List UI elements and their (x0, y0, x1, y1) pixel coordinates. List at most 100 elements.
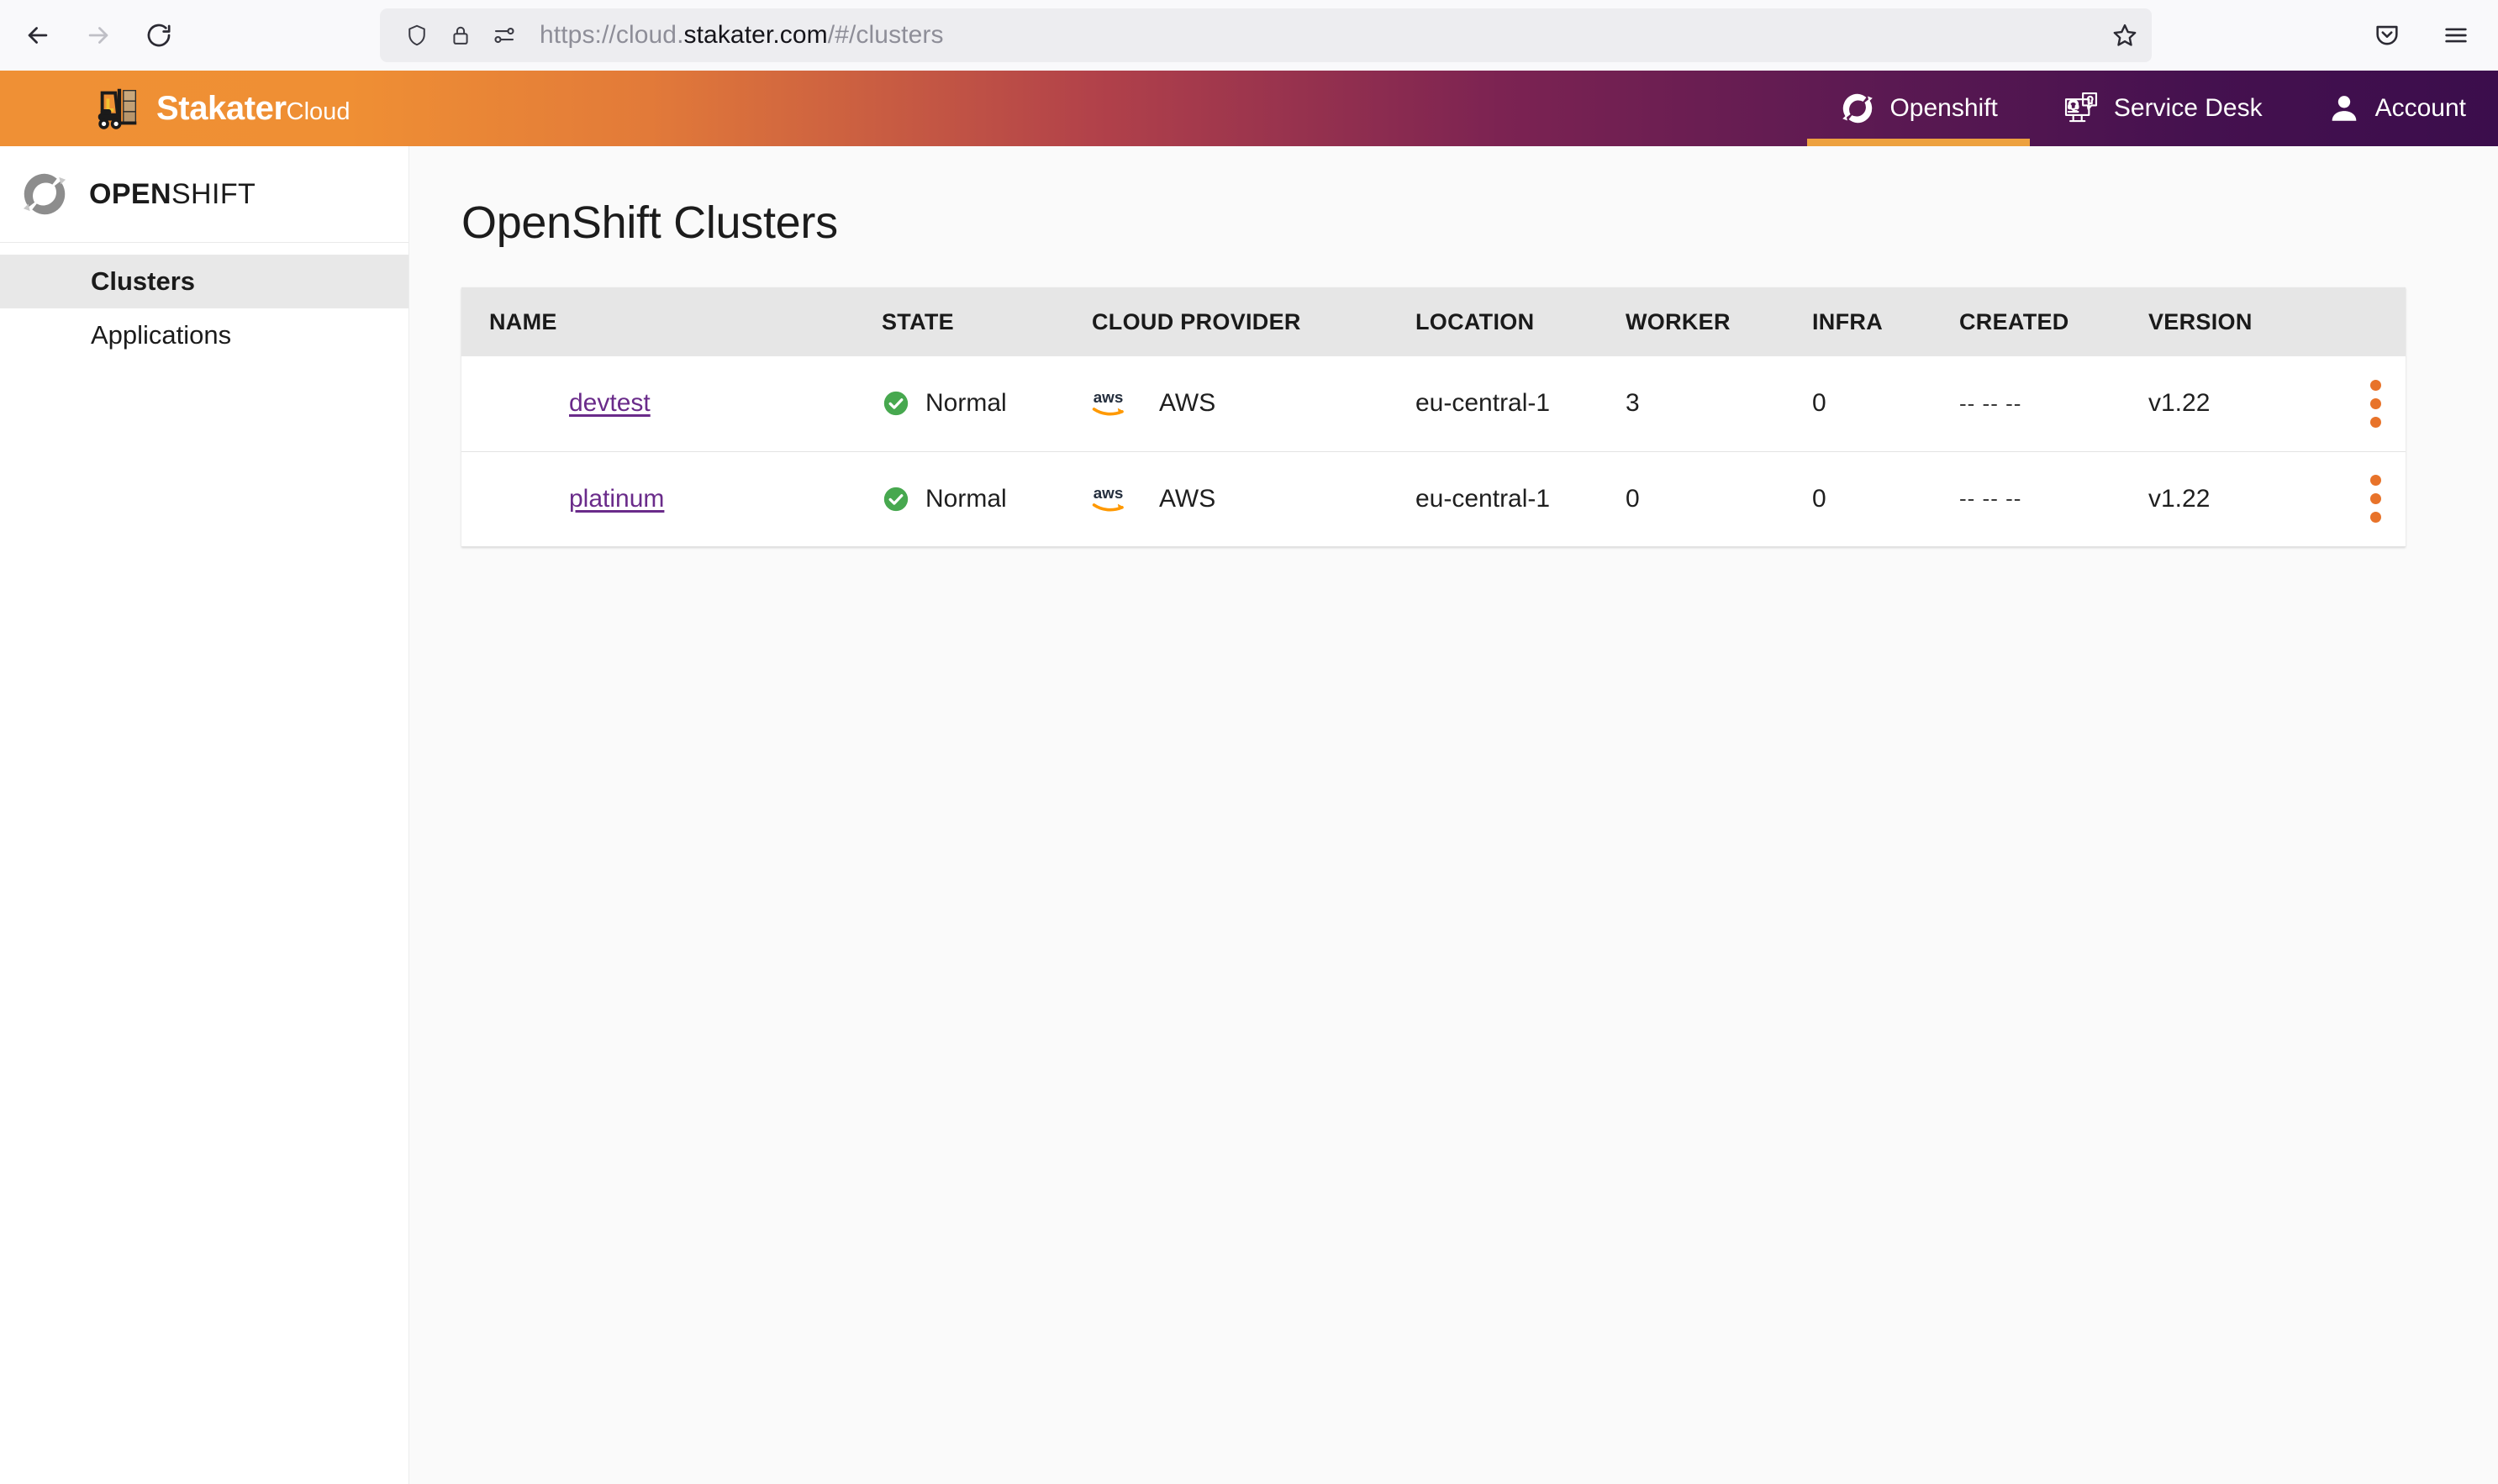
cell-provider: aws AWS (1092, 451, 1415, 546)
sidebar-item-label: Applications (91, 320, 232, 350)
url-suffix: /#/clusters (827, 21, 944, 49)
clusters-table: NAME STATE CLOUD PROVIDER LOCATION WORKE… (461, 287, 2406, 547)
cell-worker: 3 (1626, 389, 1640, 418)
brand-sub: Cloud (286, 98, 350, 125)
cell-state: Normal (882, 451, 1092, 546)
cell-worker: 0 (1626, 484, 1640, 513)
column-header-state[interactable]: STATE (882, 308, 954, 334)
brand-logo[interactable]: StakaterCloud (0, 82, 350, 134)
browser-menu-button[interactable] (2429, 8, 2483, 62)
page-title: OpenShift Clusters (461, 197, 838, 248)
lock-icon[interactable] (439, 13, 482, 57)
account-person-icon (2332, 96, 2356, 121)
nav-item-service-desk[interactable]: Service Desk (2030, 71, 2295, 146)
sidebar-item-clusters[interactable]: Clusters (0, 255, 408, 308)
reload-button[interactable] (133, 9, 185, 61)
hamburger-menu-icon (2445, 28, 2467, 43)
pocket-icon (2376, 25, 2398, 45)
kebab-menu-icon[interactable] (2358, 475, 2392, 523)
cluster-link-platinum[interactable]: platinum (569, 484, 665, 513)
main-content: OpenShift Clusters NAME STATE CLOUD PROV… (409, 146, 2498, 1484)
pocket-button[interactable] (2360, 8, 2414, 62)
aws-logo-icon: aws (1092, 484, 1124, 511)
cell-location: eu-central-1 (1415, 389, 1551, 418)
column-header-created[interactable]: CREATED (1959, 308, 2069, 334)
bookmark-button[interactable] (2098, 8, 2152, 62)
reload-icon (147, 24, 171, 47)
cell-version: v1.22 (2148, 484, 2211, 513)
forward-arrow-icon (88, 27, 108, 44)
column-header-name[interactable]: NAME (489, 308, 557, 334)
star-icon (2113, 24, 2137, 46)
nav-label-openshift: Openshift (1889, 94, 1998, 122)
cell-actions (2358, 451, 2406, 546)
sidebar-logo: OPENSHIFT (0, 146, 408, 243)
cluster-link-devtest[interactable]: devtest (569, 389, 651, 418)
provider-label: AWS (1159, 389, 1216, 418)
back-button[interactable] (12, 9, 64, 61)
openshift-logo-icon (23, 173, 66, 215)
url-domain: stakater.com (683, 21, 828, 49)
sidebar-logo-text: OPENSHIFT (89, 178, 256, 211)
permissions-icon[interactable] (482, 13, 526, 57)
column-header-location[interactable]: LOCATION (1415, 308, 1535, 334)
clusters-table-card: NAME STATE CLOUD PROVIDER LOCATION WORKE… (461, 287, 2406, 547)
aws-logo-icon: aws (1092, 388, 1124, 416)
column-header-worker[interactable]: WORKER (1626, 308, 1731, 334)
browser-toolbar: https://cloud.stakater.com/#/clusters (0, 0, 2498, 71)
openshift-logo-icon (1842, 93, 1874, 124)
column-header-infra[interactable]: INFRA (1812, 308, 1883, 334)
cell-infra: 0 (1812, 484, 1826, 513)
cell-location: eu-central-1 (1415, 484, 1551, 513)
header-nav: Openshift Service Desk Ac (1807, 71, 2498, 146)
nav-item-openshift[interactable]: Openshift (1807, 71, 2030, 146)
column-header-provider[interactable]: CLOUD PROVIDER (1092, 308, 1301, 334)
nav-label-account: Account (2374, 94, 2466, 122)
sidebar-logo-light: SHIFT (171, 177, 256, 210)
stakater-forklift-logo (97, 88, 137, 129)
browser-right-icons (2360, 8, 2483, 62)
green-check-circle-icon (883, 392, 909, 416)
cell-created: -- -- -- (1959, 486, 2022, 511)
sidebar-logo-bold: OPEN (89, 177, 171, 210)
sidebar-item-applications[interactable]: Applications (0, 308, 408, 362)
cell-name: platinum (461, 451, 882, 546)
brand-text: StakaterCloud (156, 92, 350, 125)
kebab-menu-icon[interactable] (2358, 379, 2392, 428)
brand-main: Stakater (156, 90, 287, 127)
shield-icon[interactable] (395, 13, 439, 57)
column-header-version[interactable]: VERSION (2148, 308, 2253, 334)
back-arrow-icon (28, 27, 48, 44)
table-row: platinum Normal (461, 451, 2406, 546)
table-row: devtest Normal (461, 356, 2406, 451)
cell-provider: aws AWS (1092, 356, 1415, 451)
status-badge-label: Normal (925, 389, 1007, 418)
url-text[interactable]: https://cloud.stakater.com/#/clusters (540, 21, 944, 50)
table-head: NAME STATE CLOUD PROVIDER LOCATION WORKE… (461, 287, 2406, 356)
table-header-row: NAME STATE CLOUD PROVIDER LOCATION WORKE… (461, 287, 2406, 356)
nav-label-service-desk: Service Desk (2113, 94, 2263, 122)
sidebar-spacer (0, 243, 408, 255)
app-header: StakaterCloud Openshift (0, 71, 2498, 146)
svg-text:aws: aws (1094, 484, 1124, 502)
column-header-actions (2358, 287, 2406, 356)
cell-state: Normal (882, 356, 1092, 451)
url-prefix: https://cloud. (540, 21, 684, 49)
status-badge-label: Normal (925, 484, 1007, 513)
app-body: OPENSHIFT Clusters Applications OpenShif… (0, 146, 2498, 1484)
browser-nav-buttons (0, 9, 185, 61)
green-check-circle-icon (883, 487, 909, 511)
cell-infra: 0 (1812, 389, 1826, 418)
table-body: devtest Normal (461, 356, 2406, 546)
url-bar[interactable]: https://cloud.stakater.com/#/clusters (380, 8, 2111, 62)
forward-button[interactable] (72, 9, 124, 61)
cell-name: devtest (461, 356, 882, 451)
nav-item-account[interactable]: Account (2295, 71, 2498, 146)
service-desk-icon (2064, 92, 2097, 123)
cell-version: v1.22 (2148, 389, 2211, 418)
cell-actions (2358, 356, 2406, 451)
cell-created: -- -- -- (1959, 390, 2022, 416)
sidebar-item-label: Clusters (91, 266, 196, 296)
sidebar: OPENSHIFT Clusters Applications (0, 146, 409, 1484)
active-tab-underline (1807, 139, 2030, 146)
